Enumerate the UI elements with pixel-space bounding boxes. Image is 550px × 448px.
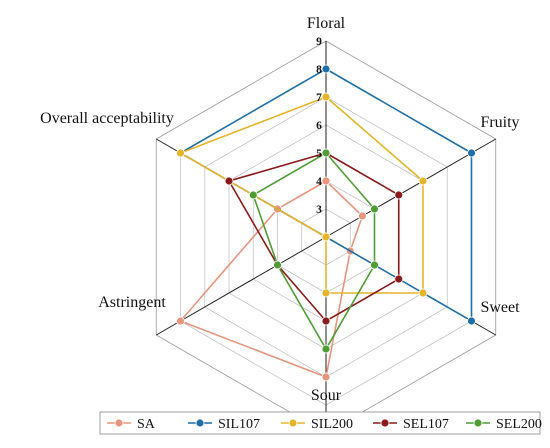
data-point xyxy=(370,260,379,270)
legend-label: SEL107 xyxy=(403,417,449,432)
data-point xyxy=(321,232,331,242)
tick-label: 6 xyxy=(316,120,322,132)
data-point xyxy=(370,204,379,214)
axis-label: Sour xyxy=(311,387,342,404)
data-point xyxy=(176,316,185,326)
axis-label: Sweet xyxy=(480,299,520,316)
tick-label: 9 xyxy=(316,36,322,48)
data-point xyxy=(321,344,331,354)
data-point xyxy=(394,190,404,200)
data-point xyxy=(321,316,331,326)
axis-label: Overall acceptability xyxy=(40,110,174,127)
legend-marker xyxy=(114,418,124,428)
data-point xyxy=(176,148,185,158)
legend-label: SIL107 xyxy=(218,417,260,432)
axis-label: Fruity xyxy=(480,114,519,131)
legend-label: SEL200 xyxy=(496,417,542,432)
data-point xyxy=(394,274,404,284)
data-point xyxy=(357,211,367,221)
data-point xyxy=(321,148,331,158)
legend-marker xyxy=(380,418,390,428)
data-point xyxy=(467,148,476,158)
tick-label: 3 xyxy=(316,204,322,216)
data-point xyxy=(418,176,428,186)
data-point xyxy=(224,176,234,186)
data-point xyxy=(321,92,331,102)
axis-line xyxy=(156,236,327,336)
legend-box xyxy=(99,411,541,435)
series-line-sel107 xyxy=(227,152,400,323)
axis-line xyxy=(325,138,496,238)
data-point xyxy=(321,64,331,74)
radar-tick-labels: 3 4 5 6 7 8 9 xyxy=(316,36,322,216)
data-point xyxy=(248,190,258,200)
axis-label: Floral xyxy=(307,15,346,32)
tick-label: 8 xyxy=(316,64,322,76)
tick-label: 4 xyxy=(316,176,322,188)
legend-marker xyxy=(473,418,483,428)
radar-series xyxy=(176,64,476,382)
data-point xyxy=(321,288,331,298)
legend-marker xyxy=(288,418,298,428)
tick-label: 7 xyxy=(316,92,322,104)
data-point xyxy=(321,372,331,382)
legend: SA SIL107 SIL200 SEL107 SEL200 xyxy=(99,411,542,435)
data-point xyxy=(321,176,331,186)
tick-label: 5 xyxy=(316,148,322,160)
axis-label: Astringent xyxy=(98,294,166,311)
legend-label: SA xyxy=(137,417,156,432)
data-point xyxy=(273,260,282,270)
legend-label: SIL200 xyxy=(311,417,353,432)
legend-marker xyxy=(195,418,205,428)
series-line-sel200 xyxy=(252,151,376,351)
data-point xyxy=(418,288,428,298)
radar-axis-labels: Floral Fruity Sweet Sour Astringent Overall a… xyxy=(40,15,520,404)
series-line-sa xyxy=(179,180,364,379)
data-point xyxy=(467,316,476,326)
